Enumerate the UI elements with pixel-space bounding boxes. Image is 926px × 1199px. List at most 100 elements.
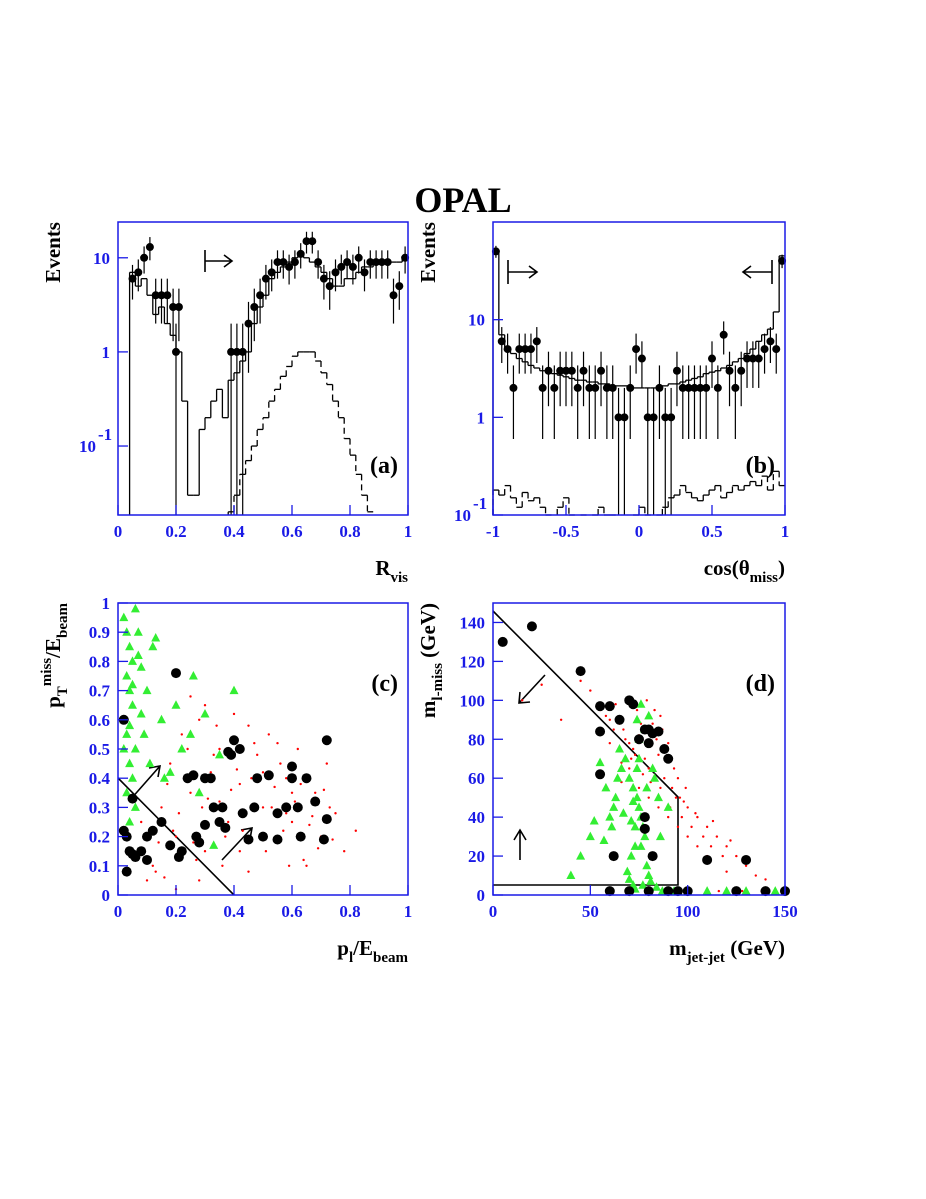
- data-point: [579, 366, 588, 375]
- scatter-triangle: [566, 870, 576, 880]
- scatter-dot: [169, 762, 172, 765]
- scatter-dot: [657, 753, 660, 757]
- scatter-dot: [633, 753, 637, 757]
- scatter-triangle: [628, 782, 638, 792]
- axis-label-part: beam: [55, 603, 71, 639]
- data-point: [515, 345, 524, 354]
- scatter-dot: [192, 841, 195, 844]
- x-axis-label: cos(θmiss): [704, 556, 785, 586]
- scatter-triangle: [599, 835, 609, 844]
- scatter-triangle: [177, 744, 187, 753]
- data-point: [348, 262, 357, 271]
- scatter-circle: [575, 666, 586, 677]
- scatter-dot: [667, 741, 670, 745]
- scatter-dot: [631, 747, 635, 751]
- scatter-dot: [253, 741, 256, 745]
- axis-label-part: beam: [373, 950, 409, 966]
- data-point: [620, 413, 629, 422]
- scatter-triangle: [626, 851, 636, 860]
- scatter-triangle: [642, 782, 652, 792]
- scatter-circle: [272, 834, 283, 845]
- y-tick-label: 20: [468, 847, 485, 866]
- scatter-dot: [276, 741, 279, 745]
- scatter-dot: [227, 820, 230, 824]
- scatter-dot: [686, 806, 689, 809]
- data-point: [314, 258, 323, 267]
- scatter-dot: [290, 791, 294, 794]
- scatter-circle: [643, 738, 654, 749]
- x-axis-label: pl/Ebeam: [337, 936, 408, 966]
- scatter-circle: [243, 834, 254, 845]
- data-point: [354, 253, 363, 262]
- scatter-triangle: [171, 700, 181, 709]
- data-point: [151, 291, 160, 300]
- scatter-triangle: [605, 812, 615, 821]
- scatter-circle: [608, 851, 619, 862]
- scatter-triangle: [186, 729, 195, 738]
- y-tick-exponent: -1: [473, 494, 487, 513]
- y-tick-label: 0: [102, 886, 111, 905]
- scatter-dot: [264, 850, 268, 853]
- scatter-triangle: [607, 821, 617, 831]
- axis-label-part: /E: [352, 936, 373, 960]
- data-point: [643, 413, 652, 422]
- scatter-dot: [635, 708, 639, 712]
- y-tick-label: 10: [79, 437, 96, 456]
- scatter-triangle: [626, 816, 636, 825]
- scatter-dot: [293, 800, 297, 803]
- scatter-triangle: [741, 886, 751, 895]
- data-point: [140, 253, 149, 262]
- scatter-triangle: [136, 708, 146, 718]
- data-point: [244, 319, 253, 328]
- scatter-dot: [647, 767, 650, 770]
- data-point: [778, 256, 787, 265]
- scatter-circle: [639, 812, 650, 823]
- y-tick-label: 120: [460, 652, 486, 671]
- scatter-dot: [521, 699, 524, 702]
- y-tick-label: 1: [102, 594, 111, 613]
- data-point: [509, 383, 518, 392]
- scatter-dot: [651, 722, 654, 725]
- y-tick-label: 1: [477, 408, 486, 427]
- scatter-dot: [145, 879, 149, 882]
- scatter-circle: [287, 773, 297, 784]
- data-point: [678, 383, 687, 392]
- data-point: [526, 345, 535, 354]
- scatter-triangle: [644, 870, 654, 880]
- data-point: [331, 268, 340, 277]
- scatter-dot: [740, 889, 744, 893]
- x-tick-label: 50: [582, 902, 599, 921]
- scatter-triangle: [630, 841, 640, 850]
- scatter-circle: [252, 773, 263, 784]
- scatter-dot: [215, 724, 218, 727]
- y-tick-label: 140: [460, 613, 486, 632]
- scatter-triangle: [136, 662, 146, 671]
- data-point: [743, 354, 752, 363]
- x-tick-label: 0.6: [281, 902, 302, 921]
- scatter-circle: [526, 621, 537, 632]
- scatter-dot: [653, 708, 656, 712]
- scatter-dot: [189, 791, 192, 794]
- scatter-triangle: [613, 773, 623, 782]
- data-point: [708, 354, 716, 363]
- y-tick-label: 0.1: [89, 857, 110, 876]
- scatter-triangle: [128, 700, 137, 709]
- y-tick-exponent: -1: [98, 425, 112, 444]
- x-tick-label: 0.2: [165, 902, 186, 921]
- scatter-dot: [282, 829, 285, 832]
- scatter-circle: [741, 854, 752, 865]
- y-tick-label: 100: [460, 691, 486, 710]
- x-tick-label: 0.2: [165, 522, 186, 541]
- scatter-dot: [314, 791, 317, 794]
- scatter-dot: [322, 788, 326, 792]
- scatter-triangle: [611, 792, 621, 802]
- data-point: [491, 247, 500, 256]
- scatter-dot: [195, 858, 198, 862]
- data-point: [383, 258, 392, 267]
- scatter-triangle: [139, 729, 149, 738]
- data-point: [754, 354, 763, 363]
- y-tick-label: 0.8: [89, 652, 110, 671]
- data-point: [602, 383, 611, 392]
- scatter-triangle: [642, 860, 652, 870]
